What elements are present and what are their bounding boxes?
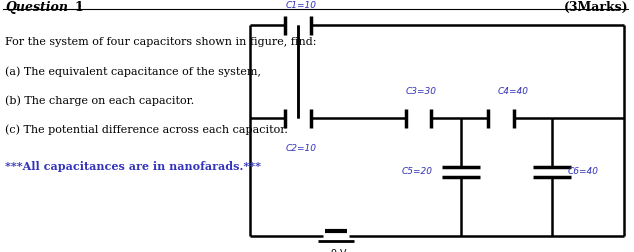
Text: C4=40: C4=40 — [498, 87, 529, 96]
Text: C1=10: C1=10 — [286, 1, 316, 10]
Text: C6=40: C6=40 — [567, 168, 598, 176]
Text: (a) The equivalent capacitance of the system,: (a) The equivalent capacitance of the sy… — [5, 67, 261, 77]
Text: ***All capacitances are in nanofarads.***: ***All capacitances are in nanofarads.**… — [5, 161, 261, 172]
Text: C3=30: C3=30 — [406, 87, 437, 96]
Text: (3Marks): (3Marks) — [564, 1, 629, 14]
Text: C5=20: C5=20 — [401, 168, 432, 176]
Text: C2=10: C2=10 — [286, 144, 316, 153]
Text: :: : — [77, 1, 82, 14]
Text: Question: Question — [5, 1, 68, 14]
Text: (b) The charge on each capacitor.: (b) The charge on each capacitor. — [5, 96, 195, 106]
Text: 1: 1 — [75, 1, 84, 14]
Text: For the system of four capacitors shown in figure, find:: For the system of four capacitors shown … — [5, 37, 316, 47]
Text: 9 V: 9 V — [332, 249, 347, 252]
Text: (c) The potential difference across each capacitor.: (c) The potential difference across each… — [5, 125, 288, 135]
